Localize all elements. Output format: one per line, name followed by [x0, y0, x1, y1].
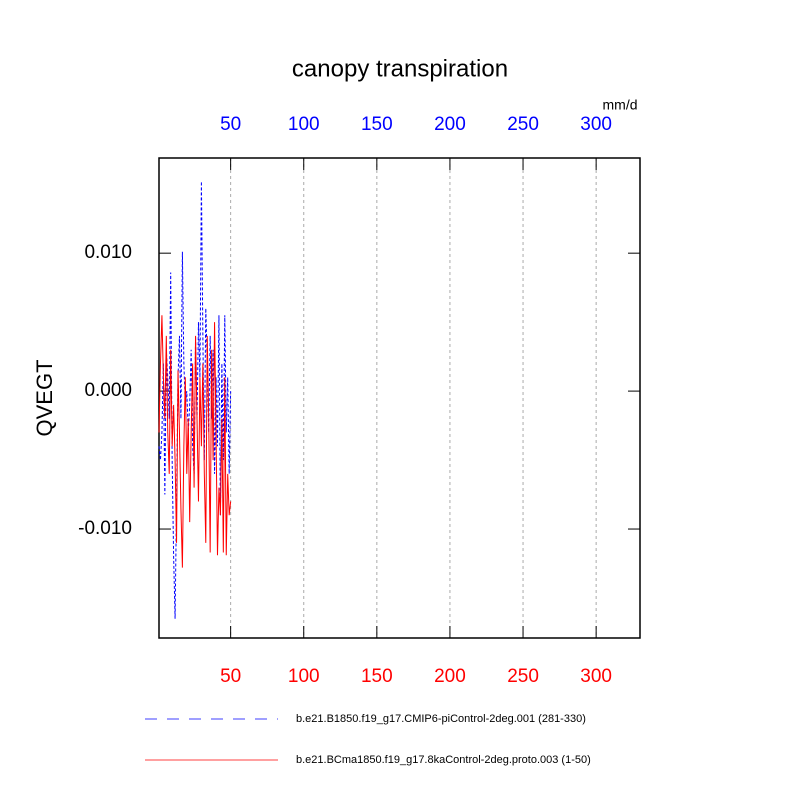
- legend-label: b.e21.BCma1850.f19_g17.8kaControl-2deg.p…: [296, 754, 591, 766]
- x-tick-label-top: 200: [434, 114, 466, 135]
- line: [158, 315, 232, 568]
- x-tick-label: 150: [361, 666, 393, 687]
- x-tick-label: 250: [507, 666, 539, 687]
- x-tick-label: 300: [580, 666, 612, 687]
- line: [158, 181, 232, 619]
- x-tick-label-top: 100: [288, 114, 320, 135]
- x-tick-label-top: 250: [507, 114, 539, 135]
- y-tick-label: -0.010: [78, 518, 132, 539]
- chart-title: canopy transpiration: [292, 55, 508, 82]
- legend-label: b.e21.B1850.f19_g17.CMIP6-piControl-2deg…: [296, 713, 586, 725]
- plot-frame: [158, 157, 641, 639]
- y-axis-label: QVEGT: [32, 359, 57, 436]
- x-tick-label: 50: [220, 666, 241, 687]
- x-tick-label-top: 50: [220, 114, 241, 135]
- x-tick-label: 100: [288, 666, 320, 687]
- x-tick-label-top: 150: [361, 114, 393, 135]
- y-tick-label: 0.000: [84, 380, 132, 401]
- x-units: mm/d: [603, 97, 638, 113]
- y-tick-label: 0.010: [84, 242, 132, 263]
- x-tick-label-top: 300: [580, 114, 612, 135]
- x-tick-label: 200: [434, 666, 466, 687]
